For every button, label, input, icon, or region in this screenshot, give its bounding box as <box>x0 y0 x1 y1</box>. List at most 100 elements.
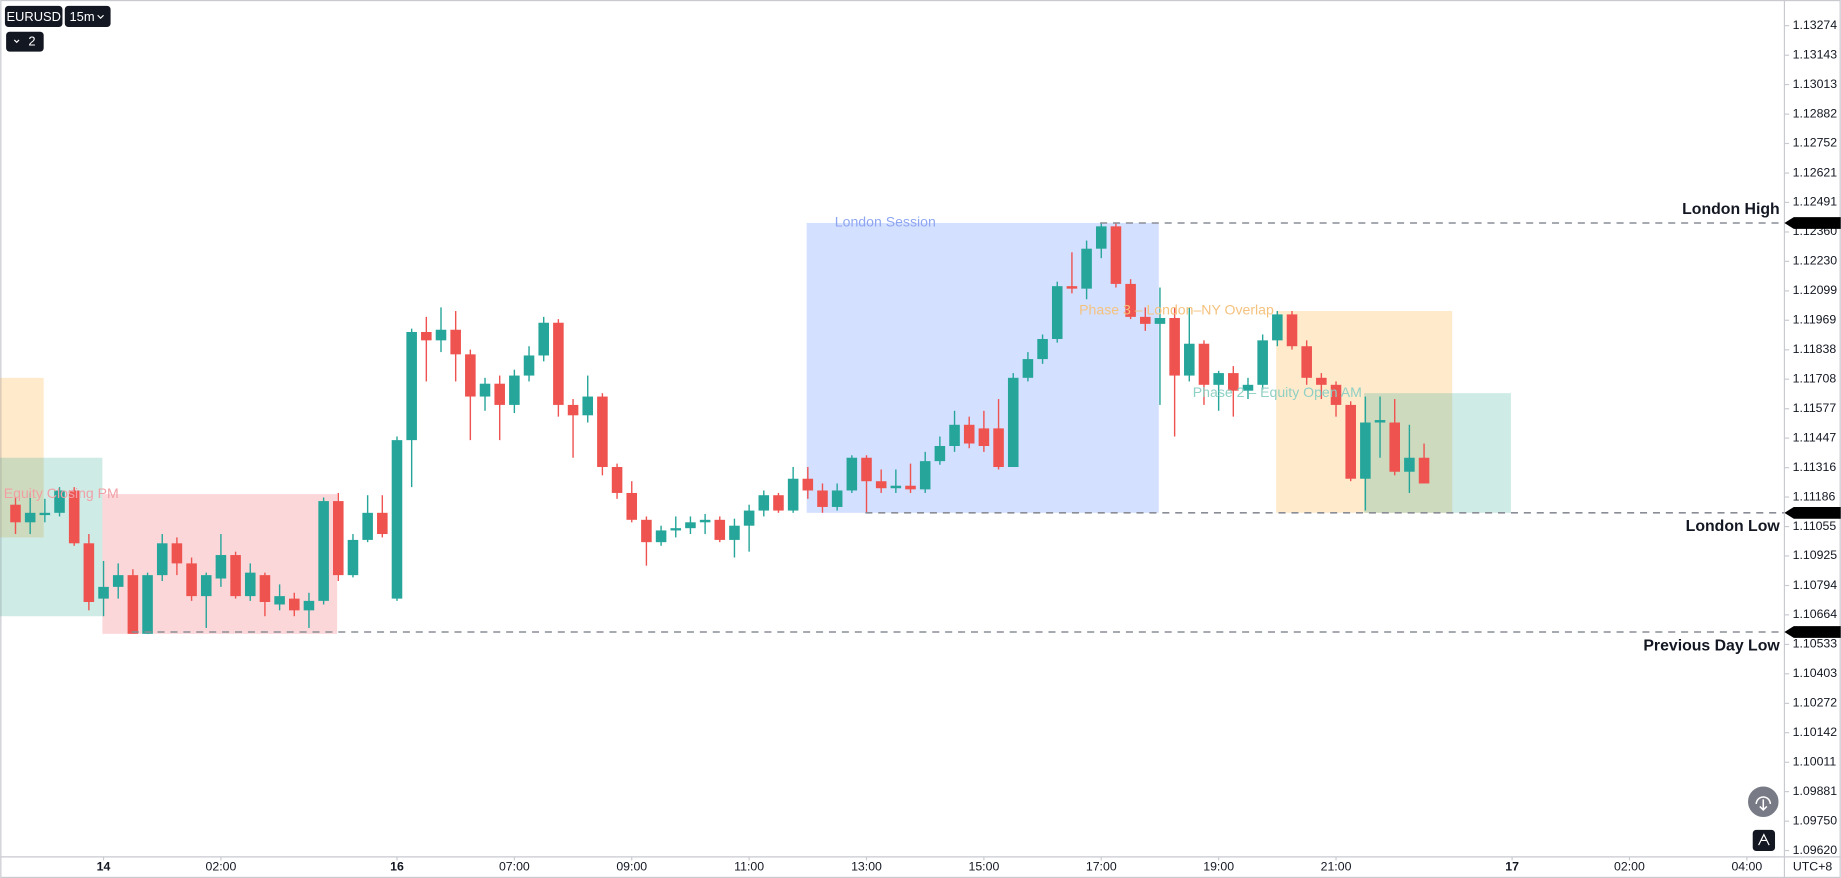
x-tick-label: 15:00 <box>968 860 999 874</box>
candle-body <box>1389 422 1400 472</box>
indicator-button[interactable] <box>6 31 44 52</box>
candle-body <box>773 495 784 511</box>
candle-body <box>802 478 814 491</box>
candle-body <box>24 512 36 523</box>
candle-body <box>303 600 315 611</box>
session-zone <box>1364 393 1511 513</box>
x-tick-label: 04:00 <box>1731 860 1762 874</box>
plot-area: Equity Closing PM London Session Phase 3 –… <box>0 201 1785 654</box>
candle-body <box>171 543 183 564</box>
candle-body <box>963 424 975 444</box>
x-tick-label: 02:00 <box>1614 860 1645 874</box>
candle-body <box>1037 338 1048 360</box>
candle-body <box>641 519 652 543</box>
x-tick-label: 19:00 <box>1203 860 1234 874</box>
candle-body <box>1110 226 1122 284</box>
candle-body <box>142 575 153 634</box>
y-tick-label: 1.11708 <box>1793 371 1837 385</box>
candle-body <box>831 490 843 507</box>
y-tick-label: 1.11577 <box>1793 401 1837 415</box>
y-tick-label: 1.10794 <box>1793 578 1838 592</box>
symbol-button[interactable] <box>4 5 63 27</box>
y-tick-label: 1.13013 <box>1793 77 1838 91</box>
candle-body <box>494 383 505 405</box>
candle-body <box>919 461 931 490</box>
candle-body <box>1286 314 1298 347</box>
zone-label: Phase 3 – London–NY Overlap <box>1079 302 1274 318</box>
candle-body <box>729 525 740 540</box>
y-tick-label: 1.12621 <box>1793 165 1838 179</box>
y-tick-label: 1.11969 <box>1793 313 1837 327</box>
candle-body <box>875 481 887 489</box>
candle-body <box>1007 377 1019 467</box>
level-price-marker <box>1784 506 1841 519</box>
x-tick-label: 07:00 <box>499 860 530 874</box>
x-tick-label: 14 <box>97 860 111 874</box>
y-tick-label: 1.11447 <box>1793 430 1837 444</box>
candle-body <box>215 555 227 579</box>
toolbar[interactable]: EURUSD 15m 2 <box>4 5 111 52</box>
y-tick-label: 1.11316 <box>1793 460 1837 474</box>
y-tick-label: 1.10925 <box>1793 548 1838 562</box>
candle-body <box>1360 422 1371 479</box>
symbol[interactable]: EURUSD <box>6 9 61 24</box>
candle-body <box>523 355 535 376</box>
x-tick-label: 17:00 <box>1086 860 1117 874</box>
candle-body <box>538 322 549 356</box>
y-tick-label: 1.10403 <box>1793 666 1838 680</box>
candle-body <box>377 512 388 535</box>
candle-body <box>156 543 168 576</box>
candle-body <box>1374 420 1386 423</box>
candle-body <box>465 354 476 397</box>
candle-body <box>274 596 285 605</box>
candle-body <box>1301 346 1312 378</box>
indicator-count[interactable]: 2 <box>28 34 35 49</box>
y-tick-label: 1.12882 <box>1793 106 1838 120</box>
y-tick-label: 1.12491 <box>1793 195 1838 209</box>
y-tick-label: 1.10533 <box>1793 637 1838 651</box>
y-tick-label: 1.13143 <box>1793 47 1838 61</box>
chevron <box>13 39 20 44</box>
candle-body <box>68 490 80 544</box>
candle-body <box>553 322 564 405</box>
session-zone <box>0 377 44 538</box>
candle-body <box>978 428 990 446</box>
candle-body <box>1257 340 1268 385</box>
candle-body <box>817 490 828 507</box>
level-price-marker <box>1784 217 1841 229</box>
y-tick-label: 1.11055 <box>1793 519 1837 533</box>
y-tick-label: 1.10011 <box>1793 755 1837 769</box>
x-tick-label: 13:00 <box>851 860 882 874</box>
candle-body <box>362 512 373 540</box>
y-tick-label: 1.13274 <box>1793 18 1838 32</box>
candle-body <box>743 510 755 526</box>
y-tick-label: 1.12230 <box>1793 254 1838 268</box>
candle-body <box>347 539 359 576</box>
zone-label: Equity Closing PM <box>4 485 119 501</box>
candle-body <box>288 598 300 611</box>
candle-body <box>509 375 520 405</box>
candle-body <box>890 485 902 489</box>
scroll-button[interactable] <box>1745 784 1781 852</box>
candle-body <box>112 575 124 587</box>
icon <box>1758 833 1770 846</box>
candle-body <box>230 555 241 597</box>
candle-body <box>905 485 916 490</box>
y-tick-label: 1.12099 <box>1793 283 1838 297</box>
candle-body <box>10 504 21 523</box>
x-tick-label: 17 <box>1505 860 1519 874</box>
candle-body <box>1066 286 1078 289</box>
candle-body <box>1184 343 1195 376</box>
candle-body <box>934 445 946 462</box>
candle-body <box>670 528 682 531</box>
x-tick-label: 02:00 <box>206 860 237 874</box>
zone-label: Phase 2 – Equity Open AM <box>1193 384 1362 400</box>
interval-button[interactable] <box>64 5 111 27</box>
candle-body <box>699 519 711 523</box>
interval[interactable]: 15m <box>69 9 94 24</box>
candle-body <box>1418 457 1430 484</box>
candle-body <box>787 478 799 511</box>
y-tick-label: 1.09620 <box>1793 843 1838 857</box>
